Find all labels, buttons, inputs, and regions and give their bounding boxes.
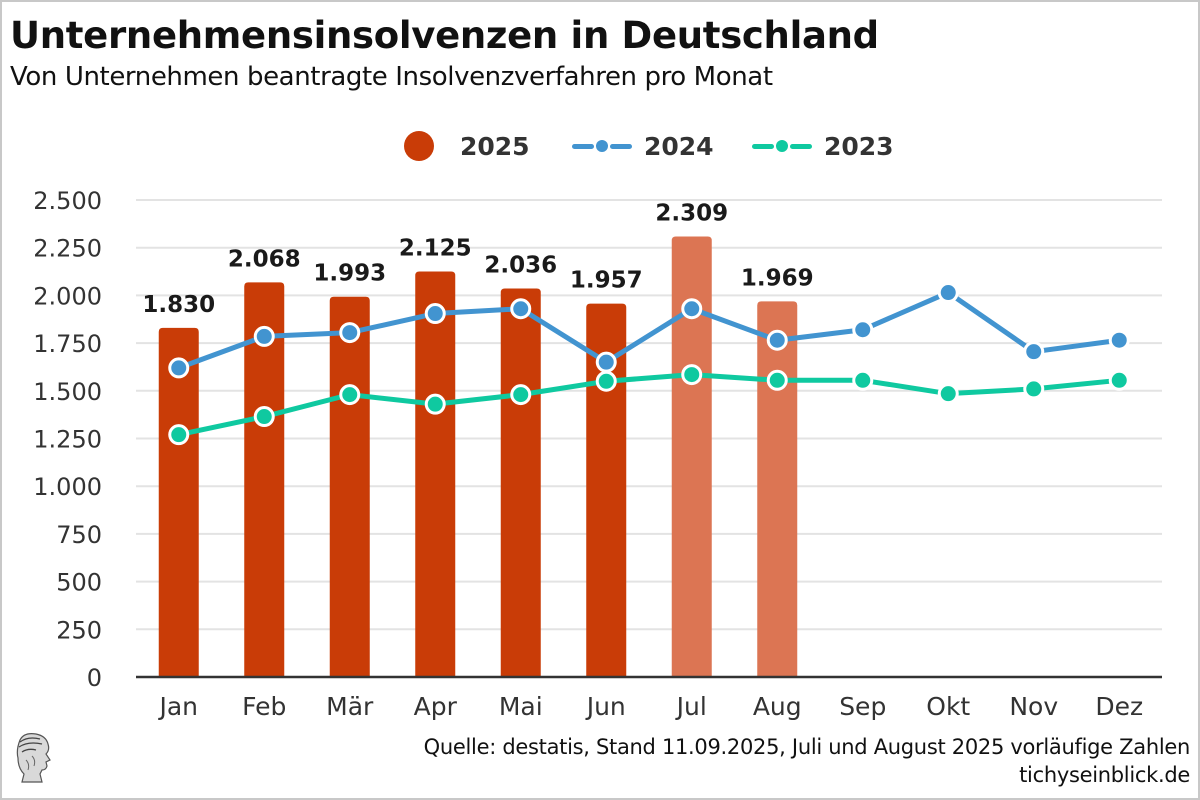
- bar-value-label: 1.957: [570, 268, 643, 294]
- bar-mai: [500, 288, 541, 677]
- x-tick-label: Mär: [326, 692, 374, 721]
- x-tick-label: Sep: [839, 692, 886, 721]
- bar-jul: [671, 236, 712, 677]
- y-tick-label: 1.500: [33, 378, 102, 406]
- point-2024-aug: [766, 329, 788, 351]
- y-tick-label: 2.000: [33, 282, 102, 310]
- legend-label: 2023: [824, 131, 894, 161]
- bar-value-label: 1.969: [741, 265, 814, 291]
- point-2024-jan: [168, 357, 190, 379]
- y-tick-label: 1.750: [33, 330, 102, 358]
- bar-value-label: 2.036: [484, 253, 557, 279]
- y-tick-label: 1.000: [33, 473, 102, 501]
- point-2023-mär: [339, 384, 361, 406]
- point-2023-jun: [595, 370, 617, 392]
- point-2024-jul: [681, 298, 703, 320]
- point-2024-feb: [253, 325, 275, 347]
- y-tick-label: 2.500: [33, 187, 102, 215]
- x-tick-label: Apr: [414, 692, 458, 721]
- x-tick-label: Mai: [499, 692, 543, 721]
- line-2023: [178, 372, 1120, 438]
- x-tick-label: Okt: [926, 692, 970, 721]
- point-2023-jan: [168, 424, 190, 446]
- point-2024-sep: [852, 319, 874, 341]
- y-tick-label: 0: [87, 664, 102, 692]
- bar-jun: [586, 303, 627, 677]
- point-2023-aug: [766, 369, 788, 391]
- x-tick-label: Jan: [157, 692, 198, 721]
- bar-value-label: 2.125: [399, 236, 472, 262]
- chart-subtitle: Von Unternehmen beantragte Insolvenzverf…: [10, 62, 773, 92]
- legend-marker-circle-icon: [404, 131, 434, 161]
- point-2023-feb: [253, 406, 275, 428]
- x-tick-label: Dez: [1095, 692, 1143, 721]
- point-2023-okt: [937, 383, 959, 405]
- bars-2025: [158, 236, 798, 677]
- point-2023-nov: [1023, 378, 1045, 400]
- legend-item-2023: 2023: [752, 128, 894, 164]
- site-credit: tichyseinblick.de: [1019, 763, 1190, 787]
- point-2023-mai: [510, 384, 532, 406]
- bar-value-label: 2.068: [228, 246, 301, 272]
- legend-label: 2025: [460, 131, 530, 161]
- legend-item-2024: 2024: [572, 128, 714, 164]
- x-tick-label: Feb: [242, 692, 286, 721]
- gridlines: [136, 199, 1162, 631]
- hermes-head-logo-icon: [16, 733, 51, 783]
- point-2024-apr: [424, 303, 446, 325]
- bar-jan: [158, 327, 199, 677]
- y-axis-ticks: 0 250 500 750 1.000 1.250 1.500 1.750 2.000 2.250…: [33, 187, 102, 692]
- x-tick-label: Jul: [675, 692, 707, 721]
- y-tick-label: 1.250: [33, 426, 102, 454]
- x-tick-label: Aug: [753, 692, 802, 721]
- x-tick-label: Jun: [585, 692, 626, 721]
- y-tick-label: 750: [56, 521, 102, 549]
- point-2023-apr: [424, 393, 446, 415]
- point-2024-mär: [339, 322, 361, 344]
- line-2024: [177, 290, 1120, 371]
- line-series: [168, 282, 1130, 446]
- legend-marker-line-icon: [572, 140, 632, 152]
- point-2023-jul: [681, 364, 703, 386]
- point-2024-jun: [595, 351, 617, 373]
- bar-apr: [415, 271, 456, 677]
- source-note: Quelle: destatis, Stand 11.09.2025, Juli…: [423, 735, 1191, 759]
- point-2023-sep: [852, 369, 874, 391]
- y-tick-label: 250: [56, 616, 102, 644]
- y-tick-label: 500: [56, 569, 102, 597]
- point-2024-okt: [937, 282, 959, 304]
- bar-feb: [244, 282, 285, 677]
- line-series-2024: [168, 282, 1130, 379]
- bar-mär: [329, 296, 370, 677]
- chart-title: Unternehmensinsolvenzen in Deutschland: [10, 14, 879, 57]
- bar-value-label: 1.830: [142, 292, 215, 318]
- bar-data-labels: 1.830 2.068 1.993 2.125 2.036 1.957 2.309 1.969: [142, 200, 813, 317]
- point-2024-nov: [1023, 341, 1045, 363]
- legend: 2025 2024 2023: [0, 128, 1200, 164]
- point-2024-dez: [1108, 329, 1130, 351]
- legend-label: 2024: [644, 131, 714, 161]
- line-series-2023: [168, 364, 1130, 446]
- legend-item-2025: 2025: [404, 128, 530, 164]
- point-2023-dez: [1108, 369, 1130, 391]
- x-tick-label: Nov: [1009, 692, 1058, 721]
- legend-marker-line-icon: [752, 140, 812, 152]
- bar-value-label: 1.993: [313, 261, 386, 287]
- y-tick-label: 2.250: [33, 235, 102, 263]
- x-axis-ticks: Jan Feb Mär Apr Mai Jun Jul Aug Sep Okt Nov Dez: [157, 692, 1143, 721]
- bar-value-label: 2.309: [655, 200, 728, 226]
- bar-aug: [757, 301, 798, 677]
- point-2024-mai: [510, 298, 532, 320]
